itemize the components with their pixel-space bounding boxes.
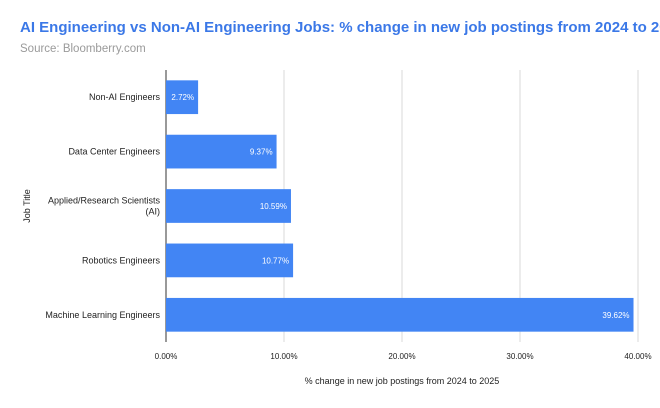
chart-subtitle: Source: Bloomberry.com xyxy=(20,43,146,55)
x-tick-label: 30.00% xyxy=(506,352,533,361)
category-label: Machine Learning Engineers xyxy=(45,310,160,320)
bar xyxy=(166,134,277,169)
bar xyxy=(166,80,199,115)
y-axis-title: Job Title xyxy=(22,189,32,223)
bar-value-label: 10.77% xyxy=(262,256,289,265)
bar xyxy=(166,297,634,332)
chart-title: AI Engineering vs Non-AI Engineering Job… xyxy=(20,19,660,36)
x-axis-title: % change in new job postings from 2024 t… xyxy=(305,376,500,386)
x-tick-label: 20.00% xyxy=(388,352,415,361)
bar xyxy=(166,243,294,278)
x-tick-label: 0.00% xyxy=(155,352,178,361)
labels: 0.00% 10.00% 20.00% 30.00% 40.00% 2.72% Non-AI… xyxy=(45,92,651,361)
category-label: Robotics Engineers xyxy=(82,255,161,265)
bar-value-label: 10.59% xyxy=(260,202,287,211)
category-label: Non-AI Engineers xyxy=(89,92,161,102)
x-tick-label: 40.00% xyxy=(624,352,651,361)
bar-value-label: 2.72% xyxy=(171,93,194,102)
x-tick-label: 10.00% xyxy=(270,352,297,361)
bar-value-label: 39.62% xyxy=(602,311,629,320)
category-label: Applied/Research Scientists xyxy=(48,196,161,206)
category-label: (AI) xyxy=(146,207,161,217)
category-label: Data Center Engineers xyxy=(68,147,160,157)
bar xyxy=(166,189,291,223)
bars xyxy=(166,80,634,332)
bar-value-label: 9.37% xyxy=(250,148,273,157)
